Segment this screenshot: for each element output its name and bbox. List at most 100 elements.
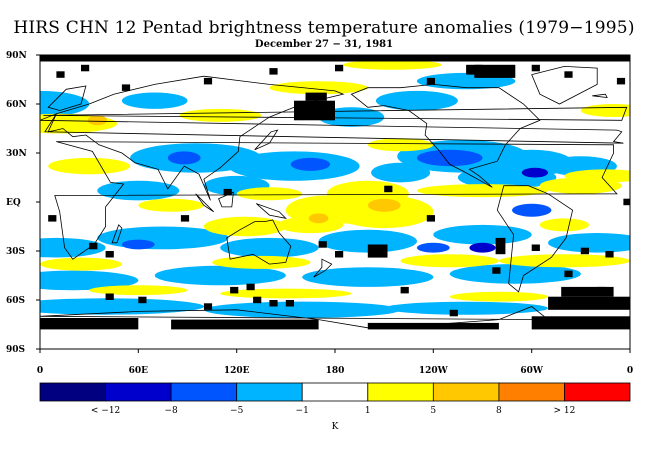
anomaly-blob bbox=[449, 264, 581, 284]
chart-title: HIRS CHN 12 Pentad brightness temperatur… bbox=[13, 18, 635, 38]
missing-data-cell bbox=[105, 293, 114, 300]
colorbar-swatch bbox=[301, 382, 369, 402]
missing-data-cell bbox=[40, 318, 139, 330]
missing-data-cell bbox=[56, 71, 65, 78]
colorbar-swatch bbox=[105, 382, 172, 402]
anomaly-blob bbox=[367, 138, 434, 152]
missing-data-cell bbox=[449, 309, 458, 317]
missing-data-cell bbox=[561, 286, 614, 297]
coastline bbox=[40, 306, 550, 329]
coastline bbox=[111, 224, 123, 244]
anomaly-blob bbox=[548, 233, 630, 253]
missing-data-cell bbox=[384, 185, 393, 193]
colorbar-swatch bbox=[170, 382, 238, 402]
missing-data-cell bbox=[138, 296, 147, 304]
missing-data-cell bbox=[81, 64, 90, 72]
anomaly-blob bbox=[375, 90, 458, 111]
colorbar-swatch bbox=[564, 382, 631, 402]
missing-data-cell bbox=[616, 77, 626, 85]
missing-data-cell bbox=[426, 215, 435, 222]
colorbar-label: 5 bbox=[430, 406, 436, 416]
missing-data-cell bbox=[253, 296, 262, 304]
missing-data-cell bbox=[223, 188, 232, 196]
coastline bbox=[47, 85, 87, 111]
missing-data-cells bbox=[40, 55, 630, 330]
missing-data-cell bbox=[121, 84, 131, 91]
missing-data-cell bbox=[48, 215, 57, 222]
anomaly-blob bbox=[400, 254, 499, 268]
missing-data-cell bbox=[171, 319, 319, 330]
missing-data-cell bbox=[89, 242, 98, 250]
anomaly-blob bbox=[40, 257, 122, 271]
anomaly-blob bbox=[203, 216, 286, 237]
lon-tick-label: 60E bbox=[129, 366, 149, 376]
coastline bbox=[496, 185, 574, 293]
coastline bbox=[592, 93, 608, 98]
missing-data-cell bbox=[531, 64, 540, 72]
coastline bbox=[313, 258, 333, 278]
anomaly-blob bbox=[40, 90, 90, 118]
colorbar-label: 8 bbox=[496, 406, 502, 416]
anomaly-blob bbox=[371, 162, 431, 183]
missing-data-cell bbox=[474, 64, 516, 78]
chart-subtitle: December 27 − 31, 1981 bbox=[254, 39, 394, 50]
anomaly-blob bbox=[89, 285, 188, 296]
missing-data-cell bbox=[495, 237, 506, 255]
missing-data-cell bbox=[335, 64, 344, 72]
lat-tick-label: 30S bbox=[6, 247, 25, 257]
anomaly-blob bbox=[236, 187, 303, 201]
missing-data-cell bbox=[318, 241, 327, 248]
colorbar-label: −8 bbox=[164, 406, 178, 416]
anomaly-blob bbox=[40, 237, 106, 258]
anomaly-blob bbox=[498, 254, 630, 268]
colorbar-swatch bbox=[432, 382, 500, 402]
colorbar-swatch bbox=[236, 382, 303, 402]
lon-tick-label: 180 bbox=[326, 366, 345, 376]
anomaly-blob bbox=[48, 157, 131, 175]
lat-tick-label: 90S bbox=[6, 345, 25, 355]
anomaly-blob bbox=[449, 291, 549, 302]
missing-data-cell bbox=[294, 100, 335, 121]
missing-data-cell bbox=[269, 300, 278, 307]
anomaly-blob bbox=[512, 203, 552, 217]
missing-data-cell bbox=[492, 267, 501, 274]
missing-data-cell bbox=[605, 251, 614, 258]
colorbar-swatch bbox=[498, 382, 565, 402]
lat-tick-label: EQ bbox=[6, 198, 21, 208]
anomaly-blob bbox=[121, 239, 155, 250]
missing-data-cell bbox=[466, 64, 483, 75]
anomaly-blob bbox=[343, 59, 442, 70]
lat-tick-label: 90N bbox=[6, 51, 27, 61]
anomaly-blob bbox=[220, 237, 319, 258]
lon-tick-label: 0 bbox=[37, 366, 43, 376]
anomaly-blob bbox=[367, 198, 401, 212]
colorbar-label: > 12 bbox=[553, 406, 575, 416]
map-plot-area bbox=[40, 55, 630, 349]
colorbar-label: < −12 bbox=[91, 406, 120, 416]
anomaly-blob bbox=[121, 92, 188, 109]
coastline bbox=[195, 193, 214, 213]
missing-data-cell bbox=[564, 71, 573, 78]
colorbar-label: −5 bbox=[230, 406, 244, 416]
coastline bbox=[531, 65, 598, 105]
anomaly-blob bbox=[433, 224, 532, 245]
colorbar-label: 1 bbox=[365, 406, 371, 416]
anomaly-blob bbox=[580, 104, 630, 117]
anomaly-blob bbox=[564, 169, 630, 183]
colorbar-swatch bbox=[367, 382, 434, 402]
lon-tick-label: 120W bbox=[419, 366, 449, 376]
missing-data-cell bbox=[305, 92, 327, 101]
coastline bbox=[218, 191, 234, 208]
anomaly-blob bbox=[308, 213, 329, 224]
coastline bbox=[256, 203, 288, 219]
anomaly-blob bbox=[87, 115, 108, 126]
anomaly-blob bbox=[384, 301, 548, 315]
anomaly-blob bbox=[269, 81, 368, 95]
missing-data-cell bbox=[580, 247, 589, 255]
missing-data-cell bbox=[203, 77, 213, 85]
anomaly-blob bbox=[290, 157, 331, 171]
coastline bbox=[226, 219, 292, 265]
missing-data-cell bbox=[246, 283, 255, 291]
lon-tick-label: 120E bbox=[224, 366, 250, 376]
